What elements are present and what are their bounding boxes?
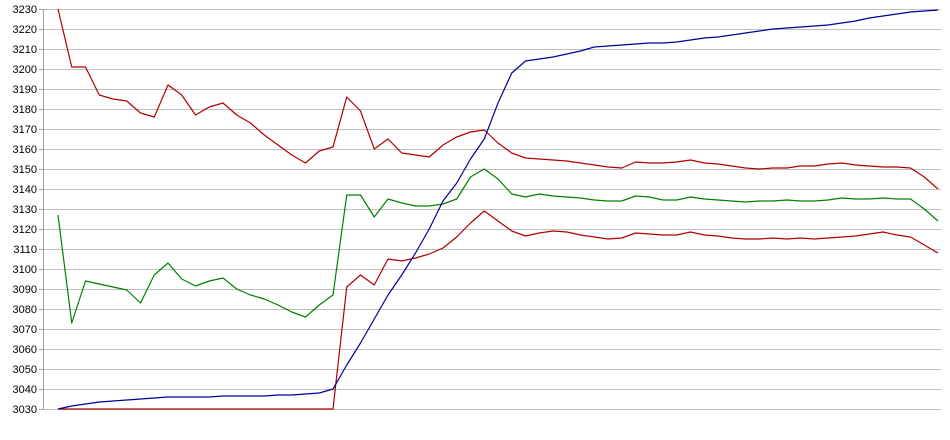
y-axis-tick-label: 3100 (13, 264, 37, 276)
y-axis-tick-label: 3090 (13, 284, 37, 296)
y-axis-tick-label: 3120 (13, 224, 37, 236)
y-axis-tick-label: 3140 (13, 184, 37, 196)
y-axis-tick-label: 3190 (13, 84, 37, 96)
y-axis-tick-label: 3150 (13, 164, 37, 176)
y-axis-tick-label: 3220 (13, 24, 37, 36)
y-axis-tick-label: 3200 (13, 64, 37, 76)
y-axis-tick-label: 3230 (13, 4, 37, 16)
y-axis-tick-label: 3210 (13, 44, 37, 56)
y-axis-tick-label: 3080 (13, 304, 37, 316)
y-axis-tick-label: 3160 (13, 144, 37, 156)
y-axis-tick-label: 3060 (13, 344, 37, 356)
y-axis-tick-label: 3180 (13, 104, 37, 116)
y-axis-tick-label: 3040 (13, 384, 37, 396)
series-line-upper-red (57, 8, 939, 190)
series-line-green (57, 168, 939, 324)
y-axis-tick-label: 3130 (13, 204, 37, 216)
y-axis-tick-label: 3170 (13, 124, 37, 136)
y-axis-tick-label: 3050 (13, 364, 37, 376)
series-line-blue (57, 9, 939, 410)
series-line-lower-red (58, 210, 939, 410)
y-axis-tick-label: 3030 (13, 404, 37, 416)
y-axis-tick-label: 3070 (13, 324, 37, 336)
y-axis-tick-label: 3110 (13, 244, 37, 256)
